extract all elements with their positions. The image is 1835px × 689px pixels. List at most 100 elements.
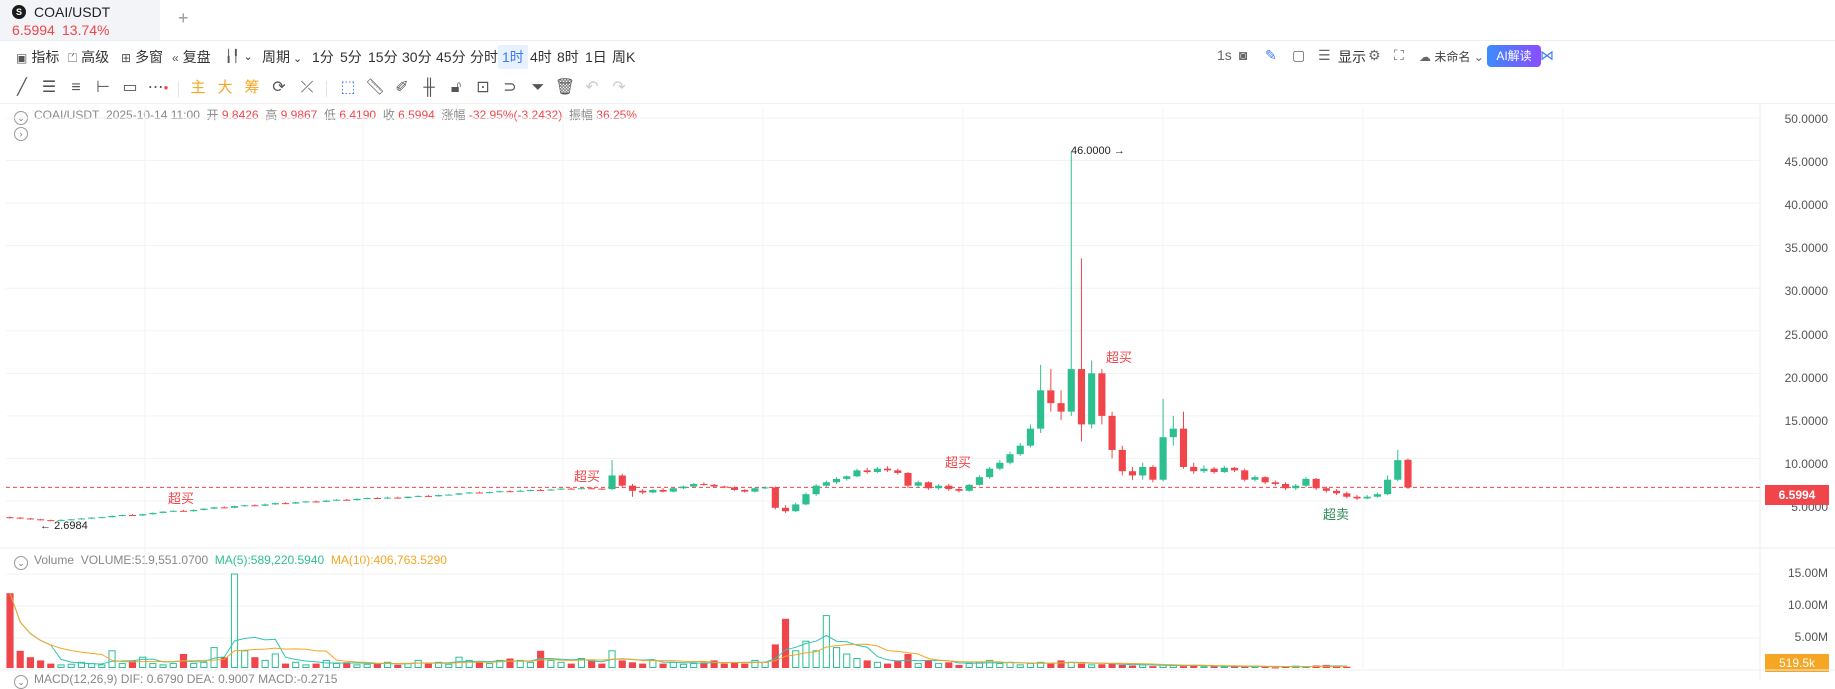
magnet-icon[interactable]: ⊃ <box>503 79 517 96</box>
camera-icon[interactable]: ◙ <box>1239 47 1248 63</box>
candle-body <box>475 492 483 494</box>
period-1h[interactable]: 1时 <box>498 45 528 69</box>
multi-window-button[interactable]: ⊞ 多窗 <box>121 47 163 67</box>
period-45m[interactable]: 45分 <box>436 49 466 65</box>
volume-bar <box>241 650 249 668</box>
period-weekly[interactable]: 周K <box>612 49 636 65</box>
divider <box>326 81 327 97</box>
price-tick: 45.0000 <box>1784 155 1828 169</box>
volume-bar <box>404 663 412 668</box>
indicators-button[interactable]: ▣ 指标 <box>16 47 59 67</box>
volume-bar <box>1292 665 1300 668</box>
period-dropdown[interactable]: 周期 ⌄ <box>262 47 302 67</box>
period-4h[interactable]: 4时 <box>530 49 552 65</box>
horizontal-line-icon[interactable]: ⊢ <box>96 79 110 96</box>
visibility-icon[interactable]: ⊡ <box>476 79 490 96</box>
volume-bar <box>1281 666 1290 668</box>
pencil-icon[interactable]: ✎ <box>1265 47 1277 63</box>
min-price-value: 2.6984 <box>54 520 88 532</box>
period-30m[interactable]: 30分 <box>402 49 432 65</box>
replay-button[interactable]: «复盘 <box>172 47 211 67</box>
magic-pen-icon[interactable]: ✐ <box>395 79 409 96</box>
collapse-icon[interactable]: ⌄ <box>14 675 28 689</box>
period-timeline[interactable]: 分时 <box>470 49 498 65</box>
parallel-lines-icon[interactable]: ☰ <box>41 79 57 96</box>
candle-body <box>210 507 218 509</box>
display-button[interactable]: 显示 <box>1338 49 1366 65</box>
refresh-interval[interactable]: 1s <box>1217 47 1232 63</box>
volume-bar <box>312 663 320 668</box>
volume-bar <box>690 663 698 668</box>
filter-icon[interactable]: ⏷ <box>531 79 545 96</box>
main-indicator-button[interactable]: 主 <box>190 79 206 96</box>
volume-bar <box>465 659 473 669</box>
period-1m[interactable]: 1分 <box>312 49 334 65</box>
share-icon[interactable]: ⋈ <box>1540 47 1554 63</box>
volume-bar <box>47 663 55 668</box>
candle-body <box>1037 390 1045 429</box>
ai-interpret-button[interactable]: AI解读 <box>1487 45 1541 67</box>
volume-bar <box>649 659 657 669</box>
add-tab-button[interactable]: + <box>178 8 189 28</box>
tab-coai-usdt[interactable]: S COAI/USDT 6.5994 13.74% <box>0 0 160 40</box>
volume-bar <box>792 650 800 668</box>
lock-icon[interactable]: 🔓︎ <box>450 79 462 96</box>
collapse-icon[interactable]: ⌄ <box>14 556 28 570</box>
candle-body <box>792 504 800 512</box>
volume-bar <box>1118 664 1126 668</box>
period-8h[interactable]: 8时 <box>557 49 579 65</box>
candle-body <box>1373 494 1381 497</box>
chip-distribution-button[interactable]: 筹 <box>244 79 260 96</box>
list-icon[interactable]: ☰ <box>1318 47 1331 63</box>
ruler-icon[interactable]: 📏︎ <box>364 79 386 96</box>
overbought-signal: 超买 <box>945 455 972 470</box>
candle-body <box>1169 428 1177 438</box>
comment-icon[interactable]: ▢ <box>1292 47 1306 63</box>
replay-label: 复盘 <box>182 49 211 65</box>
chart-type-dropdown[interactable]: ╽╿ ⌄ <box>225 47 253 63</box>
expand-indicators-icon[interactable]: › <box>14 127 28 141</box>
cursor-icon[interactable]: ⬚ <box>340 79 356 96</box>
layout-name-dropdown[interactable]: ☁ 未命名 ⌄ <box>1419 48 1484 65</box>
period-5m[interactable]: 5分 <box>340 49 362 65</box>
candle-body <box>863 470 871 473</box>
settings-icon[interactable]: ⚙ <box>1368 47 1381 63</box>
volume-bar <box>904 654 912 668</box>
candle-body <box>179 510 188 512</box>
ohlc-info-bar: ⌄ COAI/USDT 2025-10-14 11:00 开 9.8426 高 9… <box>14 106 637 125</box>
trash-icon[interactable]: 🗑︎ <box>554 79 576 96</box>
candle-body <box>292 502 300 504</box>
rectangle-icon[interactable]: ▭ <box>122 79 138 96</box>
more-tools-icon[interactable]: ⋯● <box>147 79 169 96</box>
period-15m[interactable]: 15分 <box>368 49 398 65</box>
candle-body <box>455 493 463 495</box>
pattern-icon[interactable]: ╫ <box>423 79 435 96</box>
multi-window-label: 多窗 <box>135 49 164 65</box>
advanced-button[interactable]: ⏍ 高级 <box>68 47 109 67</box>
trend-line-icon[interactable]: ╱ <box>17 79 27 96</box>
candle-body <box>435 495 443 497</box>
candle-body <box>751 488 759 492</box>
candle-body <box>557 488 565 490</box>
grid-icon: ⊞ <box>121 51 132 65</box>
candle-body <box>496 491 504 493</box>
fib-icon[interactable]: ≡ <box>71 79 81 96</box>
erase-lines-icon[interactable]: ⤫ <box>300 79 314 96</box>
candle-body <box>608 475 616 490</box>
candle-body <box>383 497 392 499</box>
big-order-button[interactable]: 大 <box>217 79 233 96</box>
volume-bar <box>435 661 443 669</box>
candle-body <box>1098 373 1106 416</box>
collapse-icon[interactable]: ⌄ <box>14 111 28 125</box>
volume-bar <box>1067 661 1075 669</box>
redo-icon[interactable]: ↷ <box>612 79 626 96</box>
volume-bar <box>1302 666 1310 668</box>
sync-icon[interactable]: ⟳ <box>272 79 286 96</box>
period-1d[interactable]: 1日 <box>585 49 607 65</box>
candle-body <box>1067 369 1075 412</box>
volume-bar <box>935 663 943 668</box>
fullscreen-icon[interactable]: ⛶ <box>1394 47 1404 63</box>
volume-bar <box>332 663 341 668</box>
volume-bar <box>598 663 606 668</box>
undo-icon[interactable]: ↶ <box>585 79 599 96</box>
